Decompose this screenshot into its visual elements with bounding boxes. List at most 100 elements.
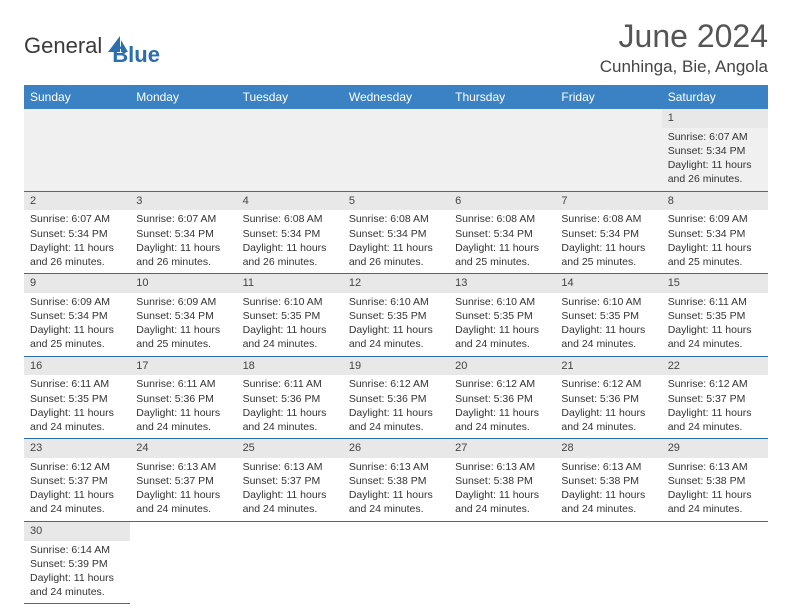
weekday-header-row: Sunday Monday Tuesday Wednesday Thursday… (24, 85, 768, 109)
sunrise-text: Sunrise: 6:13 AM (668, 460, 762, 474)
calendar-row: 9Sunrise: 6:09 AMSunset: 5:34 PMDaylight… (24, 274, 768, 357)
sunrise-text: Sunrise: 6:13 AM (136, 460, 230, 474)
location: Cunhinga, Bie, Angola (600, 57, 768, 77)
sunrise-text: Sunrise: 6:11 AM (136, 377, 230, 391)
sunset-text: Sunset: 5:34 PM (349, 227, 443, 241)
day-number: 2 (24, 192, 130, 211)
sunrise-text: Sunrise: 6:07 AM (668, 130, 762, 144)
calendar-cell: 22Sunrise: 6:12 AMSunset: 5:37 PMDayligh… (662, 356, 768, 439)
sunset-text: Sunset: 5:34 PM (136, 309, 230, 323)
daylight2-text: and 24 minutes. (136, 420, 230, 434)
calendar-cell: 25Sunrise: 6:13 AMSunset: 5:37 PMDayligh… (237, 439, 343, 522)
calendar-body: 1Sunrise: 6:07 AMSunset: 5:34 PMDaylight… (24, 109, 768, 604)
sunrise-text: Sunrise: 6:14 AM (30, 543, 124, 557)
month-title: June 2024 (600, 18, 768, 55)
daylight1-text: Daylight: 11 hours (455, 406, 549, 420)
weekday-header: Wednesday (343, 85, 449, 109)
sunrise-text: Sunrise: 6:10 AM (455, 295, 549, 309)
calendar-cell: 27Sunrise: 6:13 AMSunset: 5:38 PMDayligh… (449, 439, 555, 522)
sunrise-text: Sunrise: 6:10 AM (561, 295, 655, 309)
sunset-text: Sunset: 5:36 PM (243, 392, 337, 406)
daylight2-text: and 24 minutes. (668, 337, 762, 351)
sunset-text: Sunset: 5:38 PM (455, 474, 549, 488)
sunrise-text: Sunrise: 6:08 AM (455, 212, 549, 226)
sunrise-text: Sunrise: 6:13 AM (455, 460, 549, 474)
sunset-text: Sunset: 5:34 PM (30, 227, 124, 241)
daylight2-text: and 24 minutes. (561, 420, 655, 434)
daylight1-text: Daylight: 11 hours (668, 241, 762, 255)
calendar-cell: 13Sunrise: 6:10 AMSunset: 5:35 PMDayligh… (449, 274, 555, 357)
daylight1-text: Daylight: 11 hours (455, 241, 549, 255)
daylight1-text: Daylight: 11 hours (455, 488, 549, 502)
day-number: 19 (343, 357, 449, 376)
sunrise-text: Sunrise: 6:13 AM (561, 460, 655, 474)
day-number: 12 (343, 274, 449, 293)
calendar-cell: 20Sunrise: 6:12 AMSunset: 5:36 PMDayligh… (449, 356, 555, 439)
day-number: 1 (662, 109, 768, 128)
weekday-header: Monday (130, 85, 236, 109)
weekday-header: Sunday (24, 85, 130, 109)
sunset-text: Sunset: 5:34 PM (455, 227, 549, 241)
sunset-text: Sunset: 5:37 PM (136, 474, 230, 488)
day-number: 28 (555, 439, 661, 458)
day-number: 22 (662, 357, 768, 376)
sunset-text: Sunset: 5:36 PM (136, 392, 230, 406)
weekday-header: Friday (555, 85, 661, 109)
day-number: 5 (343, 192, 449, 211)
daylight2-text: and 24 minutes. (136, 502, 230, 516)
calendar-cell: 14Sunrise: 6:10 AMSunset: 5:35 PMDayligh… (555, 274, 661, 357)
sunset-text: Sunset: 5:39 PM (30, 557, 124, 571)
calendar-cell (555, 109, 661, 191)
day-number: 10 (130, 274, 236, 293)
daylight2-text: and 24 minutes. (561, 502, 655, 516)
sunrise-text: Sunrise: 6:10 AM (243, 295, 337, 309)
daylight1-text: Daylight: 11 hours (349, 406, 443, 420)
sunrise-text: Sunrise: 6:08 AM (349, 212, 443, 226)
calendar-cell: 10Sunrise: 6:09 AMSunset: 5:34 PMDayligh… (130, 274, 236, 357)
sunset-text: Sunset: 5:36 PM (561, 392, 655, 406)
daylight1-text: Daylight: 11 hours (243, 406, 337, 420)
daylight1-text: Daylight: 11 hours (349, 241, 443, 255)
day-number: 18 (237, 357, 343, 376)
calendar-cell (449, 521, 555, 604)
sunset-text: Sunset: 5:35 PM (243, 309, 337, 323)
sunset-text: Sunset: 5:34 PM (561, 227, 655, 241)
daylight1-text: Daylight: 11 hours (561, 488, 655, 502)
sunrise-text: Sunrise: 6:08 AM (561, 212, 655, 226)
daylight1-text: Daylight: 11 hours (136, 406, 230, 420)
daylight2-text: and 26 minutes. (243, 255, 337, 269)
calendar-cell: 26Sunrise: 6:13 AMSunset: 5:38 PMDayligh… (343, 439, 449, 522)
calendar-cell (237, 109, 343, 191)
calendar-row: 30Sunrise: 6:14 AMSunset: 5:39 PMDayligh… (24, 521, 768, 604)
sunrise-text: Sunrise: 6:09 AM (668, 212, 762, 226)
day-number: 13 (449, 274, 555, 293)
daylight2-text: and 24 minutes. (668, 420, 762, 434)
daylight2-text: and 26 minutes. (349, 255, 443, 269)
sunset-text: Sunset: 5:34 PM (668, 144, 762, 158)
day-number: 21 (555, 357, 661, 376)
logo-text-1: General (24, 33, 102, 59)
weekday-header: Tuesday (237, 85, 343, 109)
sunset-text: Sunset: 5:34 PM (668, 227, 762, 241)
daylight2-text: and 24 minutes. (455, 420, 549, 434)
calendar-cell: 3Sunrise: 6:07 AMSunset: 5:34 PMDaylight… (130, 191, 236, 274)
header: General Blue June 2024 Cunhinga, Bie, An… (24, 18, 768, 77)
calendar-cell: 30Sunrise: 6:14 AMSunset: 5:39 PMDayligh… (24, 521, 130, 604)
sunset-text: Sunset: 5:35 PM (30, 392, 124, 406)
daylight2-text: and 24 minutes. (30, 502, 124, 516)
sunrise-text: Sunrise: 6:12 AM (561, 377, 655, 391)
sunrise-text: Sunrise: 6:13 AM (243, 460, 337, 474)
sunset-text: Sunset: 5:34 PM (30, 309, 124, 323)
sunset-text: Sunset: 5:37 PM (30, 474, 124, 488)
sunset-text: Sunset: 5:36 PM (455, 392, 549, 406)
calendar-cell: 18Sunrise: 6:11 AMSunset: 5:36 PMDayligh… (237, 356, 343, 439)
sunset-text: Sunset: 5:35 PM (561, 309, 655, 323)
calendar-cell: 21Sunrise: 6:12 AMSunset: 5:36 PMDayligh… (555, 356, 661, 439)
daylight1-text: Daylight: 11 hours (668, 158, 762, 172)
sunrise-text: Sunrise: 6:07 AM (30, 212, 124, 226)
daylight2-text: and 24 minutes. (668, 502, 762, 516)
calendar-cell: 5Sunrise: 6:08 AMSunset: 5:34 PMDaylight… (343, 191, 449, 274)
daylight2-text: and 26 minutes. (668, 172, 762, 186)
daylight2-text: and 25 minutes. (561, 255, 655, 269)
sunrise-text: Sunrise: 6:10 AM (349, 295, 443, 309)
